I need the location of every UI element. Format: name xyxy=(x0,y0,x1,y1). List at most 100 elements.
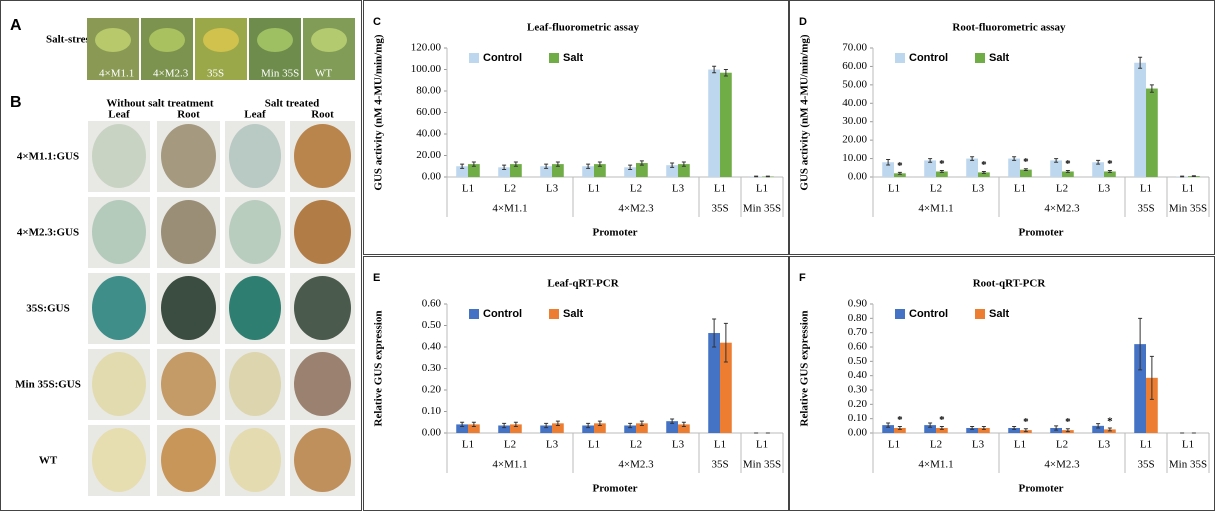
error-bar xyxy=(754,175,759,178)
plant-leaves xyxy=(149,28,185,52)
group-label: Min 35S xyxy=(743,203,781,215)
error-bar xyxy=(1012,156,1017,161)
x-tick-label: L2 xyxy=(930,439,942,451)
bar xyxy=(924,160,936,177)
bar xyxy=(924,425,936,433)
error-bar xyxy=(1012,426,1017,430)
significance-mark: * xyxy=(981,159,987,171)
error-bar xyxy=(981,170,986,174)
bar xyxy=(1008,158,1020,177)
row-label: WT xyxy=(39,455,58,467)
x-tick-label: L2 xyxy=(630,439,642,451)
error-bar xyxy=(886,422,891,428)
error-bar xyxy=(1096,159,1101,165)
error-bar xyxy=(1054,425,1059,431)
bar xyxy=(678,424,690,433)
error-bar xyxy=(513,421,518,428)
legend-swatch xyxy=(895,309,905,319)
y-tick-label: 0.80 xyxy=(848,312,868,324)
legend-swatch xyxy=(895,53,905,63)
group-label: 35S xyxy=(1137,459,1154,471)
group-label: 4×M2.3 xyxy=(618,459,654,471)
error-bar xyxy=(597,420,602,426)
x-tick-label: L3 xyxy=(1098,439,1111,451)
x-tick-label: L3 xyxy=(972,183,985,195)
x-tick-label: L3 xyxy=(546,183,559,195)
bar xyxy=(498,167,510,177)
x-tick-label: L1 xyxy=(756,439,768,451)
legend-label: Control xyxy=(909,308,948,320)
error-bar xyxy=(970,426,975,430)
x-axis-title: Promoter xyxy=(1019,227,1064,239)
tissue-header: Leaf xyxy=(108,109,130,121)
x-tick-label: L3 xyxy=(672,183,685,195)
significance-mark: * xyxy=(939,414,945,426)
error-bar xyxy=(1149,355,1154,400)
bar xyxy=(510,164,522,177)
y-tick-label: 0.00 xyxy=(848,171,868,183)
bar xyxy=(552,164,564,177)
y-tick-label: 0.30 xyxy=(848,384,868,396)
bar xyxy=(1062,171,1074,177)
bar xyxy=(894,427,906,433)
error-bar xyxy=(544,163,549,169)
panel-letter: E xyxy=(373,272,380,284)
error-bar xyxy=(1065,170,1070,173)
bar xyxy=(582,425,594,433)
x-tick-label: L1 xyxy=(714,183,726,195)
x-tick-label: L1 xyxy=(588,183,600,195)
y-tick-label: 10.00 xyxy=(842,152,867,164)
root-photo xyxy=(294,276,351,340)
error-bar xyxy=(471,421,476,428)
bar xyxy=(978,427,990,433)
y-tick-label: 80.00 xyxy=(416,85,441,97)
y-tick-label: 0.70 xyxy=(848,326,868,338)
x-tick-label: L3 xyxy=(1098,183,1111,195)
panel-letter: F xyxy=(799,272,806,284)
x-tick-label: L2 xyxy=(930,183,942,195)
x-tick-label: L1 xyxy=(888,439,900,451)
x-axis-title: Promoter xyxy=(1019,483,1064,495)
error-bar xyxy=(723,322,728,363)
group-label: Min 35S xyxy=(1169,203,1207,215)
leaf-photo xyxy=(92,428,146,492)
bar xyxy=(1092,425,1104,433)
legend-swatch xyxy=(469,53,479,63)
root-photo xyxy=(161,276,216,340)
y-tick-label: 0.00 xyxy=(422,171,442,183)
leaf-photo xyxy=(229,276,281,340)
legend-swatch xyxy=(469,309,479,319)
leaf-photo xyxy=(92,124,146,188)
error-bar xyxy=(555,420,560,426)
legend-swatch xyxy=(549,53,559,63)
x-axis-title: Promoter xyxy=(593,227,638,239)
error-bar xyxy=(639,420,644,426)
error-bar xyxy=(670,162,675,168)
bar xyxy=(708,69,720,177)
y-axis-title: GUS activity (nM 4-MU/min/mg) xyxy=(799,34,811,190)
bar xyxy=(966,158,978,177)
condition-header: Salt treated xyxy=(265,98,319,110)
root-photo xyxy=(294,124,351,188)
legend-label: Salt xyxy=(989,52,1010,64)
leaf-photo xyxy=(229,200,281,264)
y-tick-label: 60.00 xyxy=(842,60,867,72)
row-label: 35S:GUS xyxy=(26,303,69,315)
bar xyxy=(510,424,522,433)
tissue-header: Root xyxy=(177,109,200,121)
error-bar xyxy=(928,422,933,428)
significance-mark: * xyxy=(1107,158,1113,170)
error-bar xyxy=(544,422,549,429)
error-bar xyxy=(1054,158,1059,163)
legend-label: Salt xyxy=(989,308,1010,320)
error-bar xyxy=(1107,170,1112,173)
bar xyxy=(666,165,678,177)
significance-mark: * xyxy=(1065,416,1071,428)
x-tick-label: L1 xyxy=(1140,439,1152,451)
condition-header: Without salt treatment xyxy=(106,98,213,110)
panel-border xyxy=(789,0,1215,255)
y-tick-label: 0.10 xyxy=(848,412,868,424)
chart-title: Root-qRT-PCR xyxy=(973,278,1047,290)
group-label: 4×M1.1 xyxy=(492,203,527,215)
